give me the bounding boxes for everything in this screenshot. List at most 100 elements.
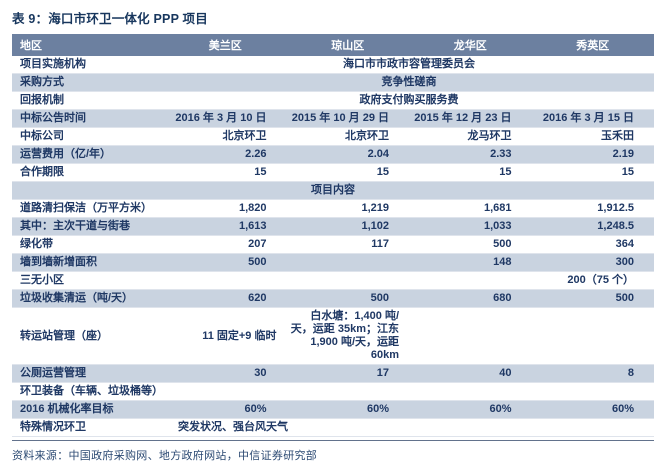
cell-value: 2016 年 3 月 15 日 [542, 112, 634, 124]
cell-value: 500 [615, 292, 634, 304]
ppp-project-table: 地区 美兰区 琼山区 龙华区 秀英区 项目实施机构 海口市市政市容管理委员会采购方式 竞争性… [12, 34, 654, 437]
cell-value [409, 308, 532, 365]
row-label: 特殊情况环卫 [20, 421, 86, 433]
section-row: 项目内容 [12, 181, 654, 200]
table-body: 项目实施机构 海口市市政市容管理委员会采购方式 竞争性磋商回报机制 政府支付购买服务费… [12, 56, 654, 437]
table-row: 其中：主次干道与街巷 1,613 1,102 1,033 1,248.5 [12, 217, 654, 236]
table-row: 道路清扫保洁（万平方米） 1,820 1,219 1,681 1,912.5 [12, 200, 654, 218]
cell-value: 500 [248, 256, 267, 268]
cell-value: 2.04 [367, 148, 389, 160]
row-label: 三无小区 [20, 274, 64, 286]
column-header-region: 地区 [12, 34, 164, 56]
row-label: 2016 机械化率目标 [20, 403, 114, 415]
table-row: 项目实施机构 海口市市政市容管理委员会 [12, 56, 654, 74]
cell-value: 北京环卫 [345, 130, 389, 142]
table-row: 采购方式 竞争性磋商 [12, 73, 654, 92]
cell-value [409, 383, 532, 401]
cell-value [287, 254, 410, 272]
column-header-district: 美兰区 [164, 34, 287, 56]
cell-value: 1,033 [483, 220, 512, 232]
cell-value: 2.19 [612, 148, 634, 160]
cell-value: 30 [254, 367, 267, 379]
cell-value: 60% [244, 403, 267, 415]
cell-value: 117 [371, 238, 389, 250]
cell-value [164, 383, 287, 401]
cell-value: 60% [366, 403, 389, 415]
cell-value [532, 383, 655, 401]
cell-value [409, 272, 532, 290]
table-row: 墙到墙新增面积 500 148 300 [12, 253, 654, 272]
cell-value [532, 308, 655, 365]
cell-value: 364 [615, 238, 634, 250]
table-row: 中标公告时间 2016 年 3 月 10 日 2015 年 10 月 29 日 201… [12, 109, 654, 128]
table-row: 三无小区 200（75 个） [12, 272, 654, 290]
row-label: 中标公告时间 [20, 112, 86, 124]
table-row: 运营费用（亿/年） 2.26 2.04 2.33 2.19 [12, 145, 654, 164]
cell-value [164, 272, 287, 290]
source-note: 资料来源：中国政府采购网、地方政府网站，中信证券研究部 [12, 450, 318, 462]
cell-value: 1,219 [361, 202, 389, 214]
table-row: 特殊情况环卫 突发状况、强台风天气 [12, 419, 654, 437]
row-label: 绿化带 [20, 238, 53, 250]
cell-value: 1,820 [238, 202, 267, 214]
cell-value: 1,912.5 [597, 202, 634, 214]
cell-value: 200（75 个） [567, 274, 634, 286]
cell-value: 玉禾田 [601, 130, 634, 142]
cell-value [287, 272, 410, 290]
cell-value: 680 [493, 292, 512, 304]
cell-value [287, 383, 410, 401]
table-row: 中标公司 北京环卫 北京环卫 龙马环卫 玉禾田 [12, 128, 654, 146]
row-label: 中标公司 [20, 130, 64, 142]
table-row: 垃圾收集清运（吨/天） 620 500 680 500 [12, 289, 654, 308]
cell-value: 148 [493, 256, 512, 268]
cell-value: 1,613 [238, 220, 267, 232]
row-label: 墙到墙新增面积 [20, 256, 97, 268]
row-label: 项目实施机构 [20, 58, 86, 70]
cell-value: 龙马环卫 [467, 130, 512, 142]
row-label: 公厕运营管理 [20, 367, 86, 379]
span-value: 突发状况、强台风天气 [178, 421, 288, 433]
cell-value: 2.26 [245, 148, 267, 160]
table-row: 合作期限 15 15 15 15 [12, 164, 654, 182]
cell-value: 2016 年 3 月 10 日 [175, 112, 267, 124]
cell-value: 620 [248, 292, 267, 304]
table-row: 回报机制 政府支付购买服务费 [12, 92, 654, 110]
row-label: 其中：主次干道与街巷 [20, 220, 130, 232]
row-label: 回报机制 [20, 94, 64, 106]
table-row: 绿化带 207 117 500 364 [12, 236, 654, 254]
row-label: 采购方式 [20, 76, 64, 88]
cell-value: 2.33 [490, 148, 512, 160]
table-row: 环卫装备（车辆、垃圾桶等） [12, 383, 654, 401]
cell-value: 11 固定+9 临时 [202, 329, 277, 342]
table-header-row: 地区 美兰区 琼山区 龙华区 秀英区 [12, 34, 654, 56]
section-label: 项目内容 [311, 184, 355, 196]
table-row: 转运站管理（座） 11 固定+9 临时 白水塘：1,400 吨/天，运距 35km；… [12, 308, 654, 365]
cell-value: 300 [615, 256, 634, 268]
cell-value: 15 [376, 166, 389, 178]
cell-value: 2015 年 12 月 23 日 [414, 112, 512, 124]
cell-value: 北京环卫 [222, 130, 267, 142]
cell-value: 1,681 [483, 202, 512, 214]
cell-value: 2015 年 10 月 29 日 [291, 112, 389, 124]
table-row: 公厕运营管理 30 17 40 8 [12, 364, 654, 383]
cell-value: 207 [248, 238, 267, 250]
cell-value: 1,102 [361, 220, 389, 232]
cell-value: 17 [376, 367, 389, 379]
cell-value: 白水塘：1,400 吨/天，运距 35km；江东 1,900 吨/天，运距 60… [290, 310, 399, 361]
span-value: 政府支付购买服务费 [359, 94, 459, 106]
cell-value: 15 [254, 166, 267, 178]
row-label: 运营费用（亿/年） [20, 148, 112, 160]
cell-value: 15 [499, 166, 512, 178]
row-label: 道路清扫保洁（万平方米） [20, 202, 152, 214]
span-value: 海口市市政市容管理委员会 [343, 58, 475, 70]
footer-divider [12, 440, 654, 441]
row-label: 环卫装备（车辆、垃圾桶等） [20, 385, 163, 397]
cell-value: 500 [370, 292, 389, 304]
column-header-district: 秀英区 [531, 34, 654, 56]
cell-value: 40 [499, 367, 512, 379]
cell-value: 8 [627, 367, 634, 379]
column-header-district: 龙华区 [409, 34, 532, 56]
cell-value: 500 [493, 238, 512, 250]
table-title: 表 9：海口市环卫一体化 PPP 项目 [12, 12, 208, 26]
